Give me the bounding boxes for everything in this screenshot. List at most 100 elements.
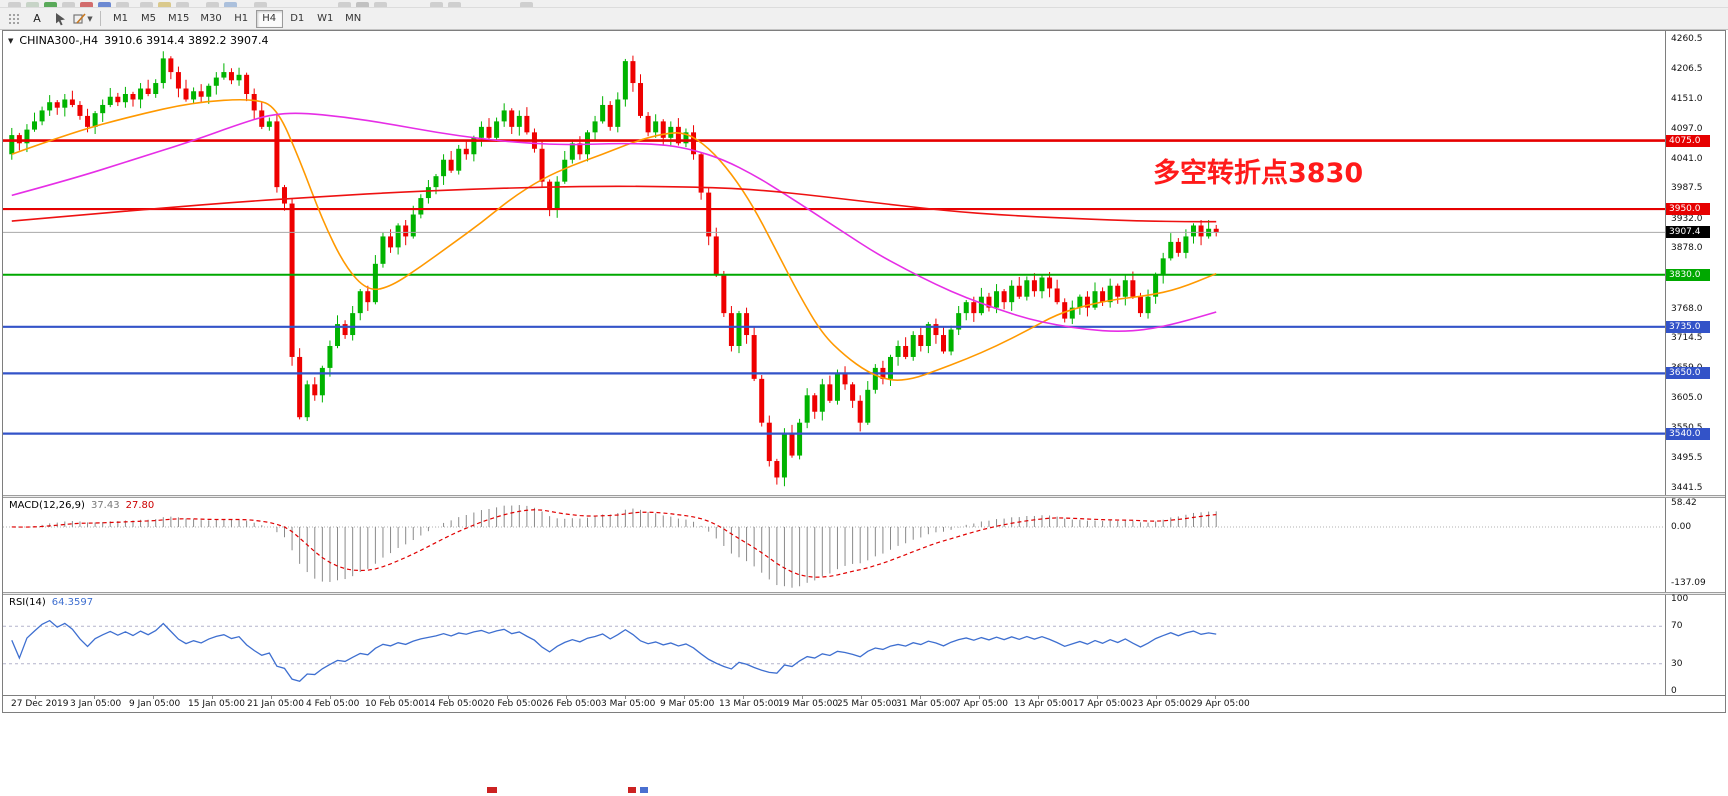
macd-pane[interactable]: MACD(12,26,9) 37.43 27.80 bbox=[3, 498, 1665, 592]
dot-grid-icon bbox=[9, 13, 19, 24]
clipped-icon-fragment bbox=[80, 2, 93, 7]
timeframe-button-group: M1 M5 M15 M30 H1 H4 D1 W1 MN bbox=[107, 9, 367, 28]
timeframe-button-mn[interactable]: MN bbox=[340, 10, 367, 28]
time-axis-tick bbox=[861, 696, 862, 699]
price-level-tag: 3950.0 bbox=[1666, 203, 1710, 216]
time-axis[interactable]: 27 Dec 2019 3 Jan 05:00 9 Jan 05:00 15 Jan … bbox=[3, 695, 1725, 712]
time-axis-label: 4 Feb 05:00 bbox=[306, 699, 360, 709]
timeframe-button-m15[interactable]: M15 bbox=[163, 10, 194, 28]
time-axis-tick bbox=[271, 696, 272, 699]
toolbar-drag-handle-icon[interactable] bbox=[3, 9, 25, 28]
clipped-icon-fragment bbox=[158, 2, 171, 7]
timeframe-button-m1[interactable]: M1 bbox=[107, 10, 134, 28]
price-tick-label: 4260.5 bbox=[1671, 33, 1703, 44]
arrow-cursor-icon bbox=[55, 12, 65, 25]
clipped-icon-fragment bbox=[44, 2, 57, 7]
time-axis-tick bbox=[507, 696, 508, 699]
timeframe-button-m30[interactable]: M30 bbox=[195, 10, 226, 28]
clipped-icon-fragment bbox=[520, 2, 533, 7]
pane-divider[interactable] bbox=[3, 495, 1725, 498]
ma-line-long-red bbox=[11, 185, 1217, 223]
price-tick-label: 4097.0 bbox=[1671, 123, 1703, 134]
rsi-label: RSI(14) 64.3597 bbox=[9, 597, 93, 608]
bottom-area bbox=[0, 713, 1728, 793]
time-axis-label: 10 Feb 05:00 bbox=[365, 699, 425, 709]
time-axis-tick bbox=[330, 696, 331, 699]
macd-row: MACD(12,26,9) 37.43 27.80 58.42 0.00 -137.… bbox=[3, 498, 1725, 592]
price-tick-label: 3714.5 bbox=[1671, 333, 1703, 344]
macd-tick-label: 0.00 bbox=[1671, 521, 1692, 532]
macd-canvas[interactable] bbox=[3, 498, 1665, 592]
macd-signal-line bbox=[11, 509, 1217, 578]
price-tick-label: 3441.5 bbox=[1671, 482, 1703, 493]
time-axis-tick bbox=[979, 696, 980, 699]
rsi-name: RSI(14) bbox=[9, 597, 46, 608]
rsi-pane[interactable]: RSI(14) 64.3597 bbox=[3, 595, 1665, 695]
current-price-tag: 3907.4 bbox=[1666, 226, 1710, 239]
timeframe-button-m5[interactable]: M5 bbox=[135, 10, 162, 28]
rsi-axis[interactable]: 100 70 30 0 bbox=[1665, 594, 1723, 696]
shapes-tool-button[interactable]: ▼ bbox=[72, 9, 94, 28]
clipped-icon-fragment bbox=[140, 2, 153, 7]
macd-label: MACD(12,26,9) 37.43 27.80 bbox=[9, 500, 154, 511]
price-tick-label: 3932.0 bbox=[1671, 213, 1703, 224]
rsi-canvas[interactable] bbox=[3, 595, 1665, 695]
main-price-pane[interactable]: ▼ CHINA300-,H4 3910.6 3914.4 3892.2 3907… bbox=[3, 31, 1665, 495]
price-axis[interactable]: 4260.5 4206.5 4151.0 4097.0 4041.0 3987.5 3932… bbox=[1665, 31, 1723, 495]
draw-shapes-icon bbox=[73, 13, 86, 24]
text-label-tool-button[interactable]: A bbox=[26, 9, 48, 28]
price-tick-label: 4206.5 bbox=[1671, 63, 1703, 74]
price-tick-label: 3768.0 bbox=[1671, 303, 1703, 314]
chart-menu-triangle-icon[interactable]: ▼ bbox=[8, 36, 14, 45]
clipped-tab-fragment bbox=[628, 787, 636, 793]
clipped-tab-fragment bbox=[640, 787, 648, 793]
main-chart-row: ▼ CHINA300-,H4 3910.6 3914.4 3892.2 3907… bbox=[3, 31, 1725, 495]
time-axis-label: 27 Dec 2019 bbox=[11, 699, 69, 709]
clipped-tab-fragment bbox=[487, 787, 497, 793]
time-axis-tick bbox=[1038, 696, 1039, 699]
rsi-tick-label: 0 bbox=[1671, 686, 1677, 696]
time-axis-tick bbox=[1097, 696, 1098, 699]
price-tick-label: 3495.5 bbox=[1671, 453, 1703, 464]
clipped-icon-fragment bbox=[8, 2, 21, 7]
toolbar-separator bbox=[100, 11, 101, 26]
clipped-icon-fragment bbox=[356, 2, 369, 7]
cursor-tool-button[interactable] bbox=[49, 9, 71, 28]
timeframe-button-h4[interactable]: H4 bbox=[255, 9, 283, 28]
time-axis-tick bbox=[684, 696, 685, 699]
timeframe-button-w1[interactable]: W1 bbox=[312, 10, 339, 28]
price-level-tag: 4075.0 bbox=[1666, 134, 1710, 147]
time-axis-tick bbox=[94, 696, 95, 699]
price-level-tag: 3735.0 bbox=[1666, 320, 1710, 333]
timeframe-button-d1[interactable]: D1 bbox=[284, 10, 311, 28]
time-axis-tick bbox=[1156, 696, 1157, 699]
time-axis-label: 19 Mar 05:00 bbox=[778, 699, 839, 709]
time-axis-label: 9 Jan 05:00 bbox=[129, 699, 181, 709]
chart-window: ▼ CHINA300-,H4 3910.6 3914.4 3892.2 3907… bbox=[2, 30, 1726, 713]
timeframe-button-h1[interactable]: H1 bbox=[228, 10, 255, 28]
time-axis-tick bbox=[153, 696, 154, 699]
pane-divider[interactable] bbox=[3, 592, 1725, 595]
rsi-row: RSI(14) 64.3597 100 70 30 0 bbox=[3, 594, 1725, 696]
rsi-tick-label: 100 bbox=[1671, 594, 1689, 604]
price-tick-label: 3605.0 bbox=[1671, 393, 1703, 404]
time-axis-label: 3 Jan 05:00 bbox=[70, 699, 122, 709]
clipped-icon-fragment bbox=[206, 2, 219, 7]
macd-axis[interactable]: 58.42 0.00 -137.09 bbox=[1665, 498, 1723, 592]
clipped-toolbar-row bbox=[0, 0, 1728, 8]
time-axis-tick bbox=[1215, 696, 1216, 699]
price-tick-label: 4041.0 bbox=[1671, 154, 1703, 165]
macd-tick-label: 58.42 bbox=[1671, 498, 1697, 508]
price-chart-canvas[interactable] bbox=[3, 31, 1665, 495]
time-axis-label: 23 Apr 05:00 bbox=[1132, 699, 1191, 709]
time-axis-label: 9 Mar 05:00 bbox=[660, 699, 715, 709]
rsi-value: 64.3597 bbox=[51, 597, 94, 608]
macd-tick-label: -137.09 bbox=[1671, 578, 1706, 589]
level-lines-layer bbox=[3, 139, 1665, 435]
clipped-icon-fragment bbox=[98, 2, 111, 7]
ohlc-values: 3910.6 3914.4 3892.2 3907.4 bbox=[104, 34, 269, 47]
chart-annotation-text[interactable]: 多空转折点3830 bbox=[1153, 158, 1364, 189]
price-level-tag: 3650.0 bbox=[1666, 367, 1710, 380]
macd-histogram bbox=[18, 505, 1217, 588]
